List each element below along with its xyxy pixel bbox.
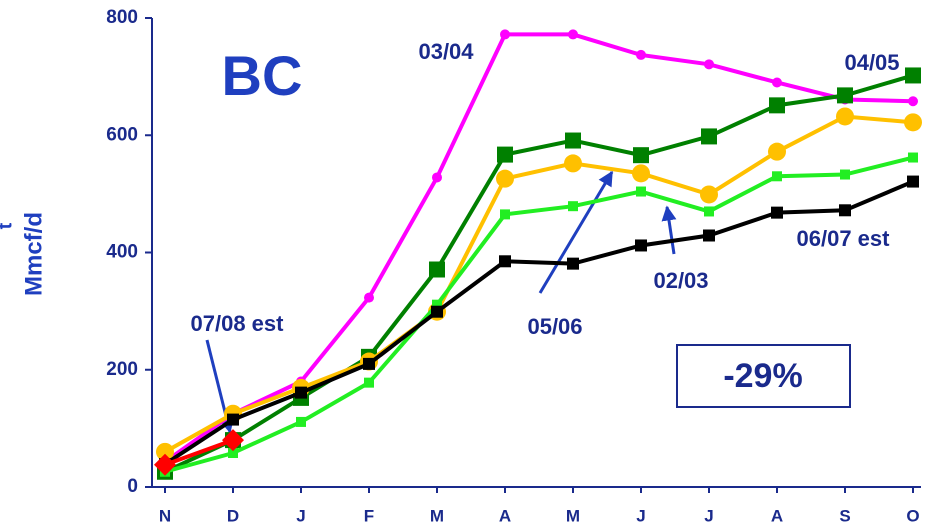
point [636, 49, 646, 60]
point [499, 255, 511, 268]
point [567, 257, 579, 270]
point [364, 292, 374, 303]
series-label: 04/05 [844, 50, 899, 75]
point [568, 29, 578, 40]
point [227, 413, 239, 426]
series-label: 05/06 [527, 314, 582, 339]
point [432, 172, 442, 183]
point [429, 261, 445, 278]
point [769, 97, 785, 114]
point [431, 305, 443, 318]
x-tick-label: J [296, 506, 305, 525]
series [154, 429, 244, 476]
point [363, 357, 375, 370]
y-tick-label: 0 [127, 476, 138, 497]
y-axis-label: Mmcf/d [20, 212, 47, 296]
point [497, 146, 513, 163]
x-tick-label: M [430, 506, 444, 525]
point [632, 164, 650, 183]
x-tick-label: F [364, 506, 374, 525]
point [432, 299, 442, 310]
series-line [163, 32, 914, 464]
series-line [164, 438, 234, 467]
y-axis-label-clipped: t [0, 222, 16, 229]
x-tick-label: A [499, 506, 511, 525]
point [908, 96, 918, 107]
series-label: 07/08 est [191, 311, 285, 336]
point [364, 377, 374, 388]
x-tick-label: O [906, 506, 919, 525]
point [636, 186, 646, 197]
series-line [164, 114, 914, 454]
point [496, 169, 514, 188]
point [568, 201, 578, 212]
point [500, 29, 510, 40]
point [635, 239, 647, 252]
x-tick-label: J [636, 506, 645, 525]
point [295, 386, 307, 399]
point [704, 206, 714, 217]
point [703, 229, 715, 242]
x-tick-label: J [704, 506, 713, 525]
point [837, 87, 853, 104]
annotation: -29% [723, 357, 802, 395]
x-tick-label: A [771, 506, 783, 525]
point [565, 132, 581, 149]
point [907, 175, 919, 188]
chart-title: BC [222, 44, 303, 107]
point [840, 169, 850, 180]
series-label: 06/07 est [797, 226, 891, 251]
point [839, 204, 851, 217]
point [228, 447, 238, 458]
series-line [163, 179, 914, 466]
y-tick-label: 200 [106, 359, 138, 380]
point [222, 429, 244, 452]
point [296, 416, 306, 427]
point [905, 67, 921, 84]
x-tick-label: S [839, 506, 850, 525]
series [157, 67, 921, 480]
arrow [538, 170, 614, 294]
point [768, 142, 786, 161]
series-label: 03/04 [418, 39, 474, 64]
point [500, 209, 510, 220]
point [633, 147, 649, 164]
point [904, 113, 922, 132]
series [159, 175, 919, 471]
point [704, 59, 714, 70]
series-line [164, 73, 914, 474]
point [908, 152, 918, 163]
y-tick-label: 400 [106, 242, 138, 263]
x-tick-label: N [159, 506, 171, 525]
point [154, 453, 176, 476]
point [700, 185, 718, 204]
y-tick-label: 600 [106, 124, 138, 145]
point [156, 442, 174, 461]
series-label: 02/03 [653, 268, 708, 293]
point [771, 206, 783, 219]
point [772, 171, 782, 182]
point [701, 128, 717, 145]
x-tick-label: M [566, 506, 580, 525]
point [564, 154, 582, 173]
point [836, 107, 854, 126]
series-line [164, 155, 914, 474]
y-tick-label: 800 [106, 7, 138, 28]
series [160, 152, 918, 477]
arrow [661, 205, 677, 255]
x-tick-label: D [227, 506, 239, 525]
annotation-box [676, 344, 851, 408]
point [772, 77, 782, 88]
